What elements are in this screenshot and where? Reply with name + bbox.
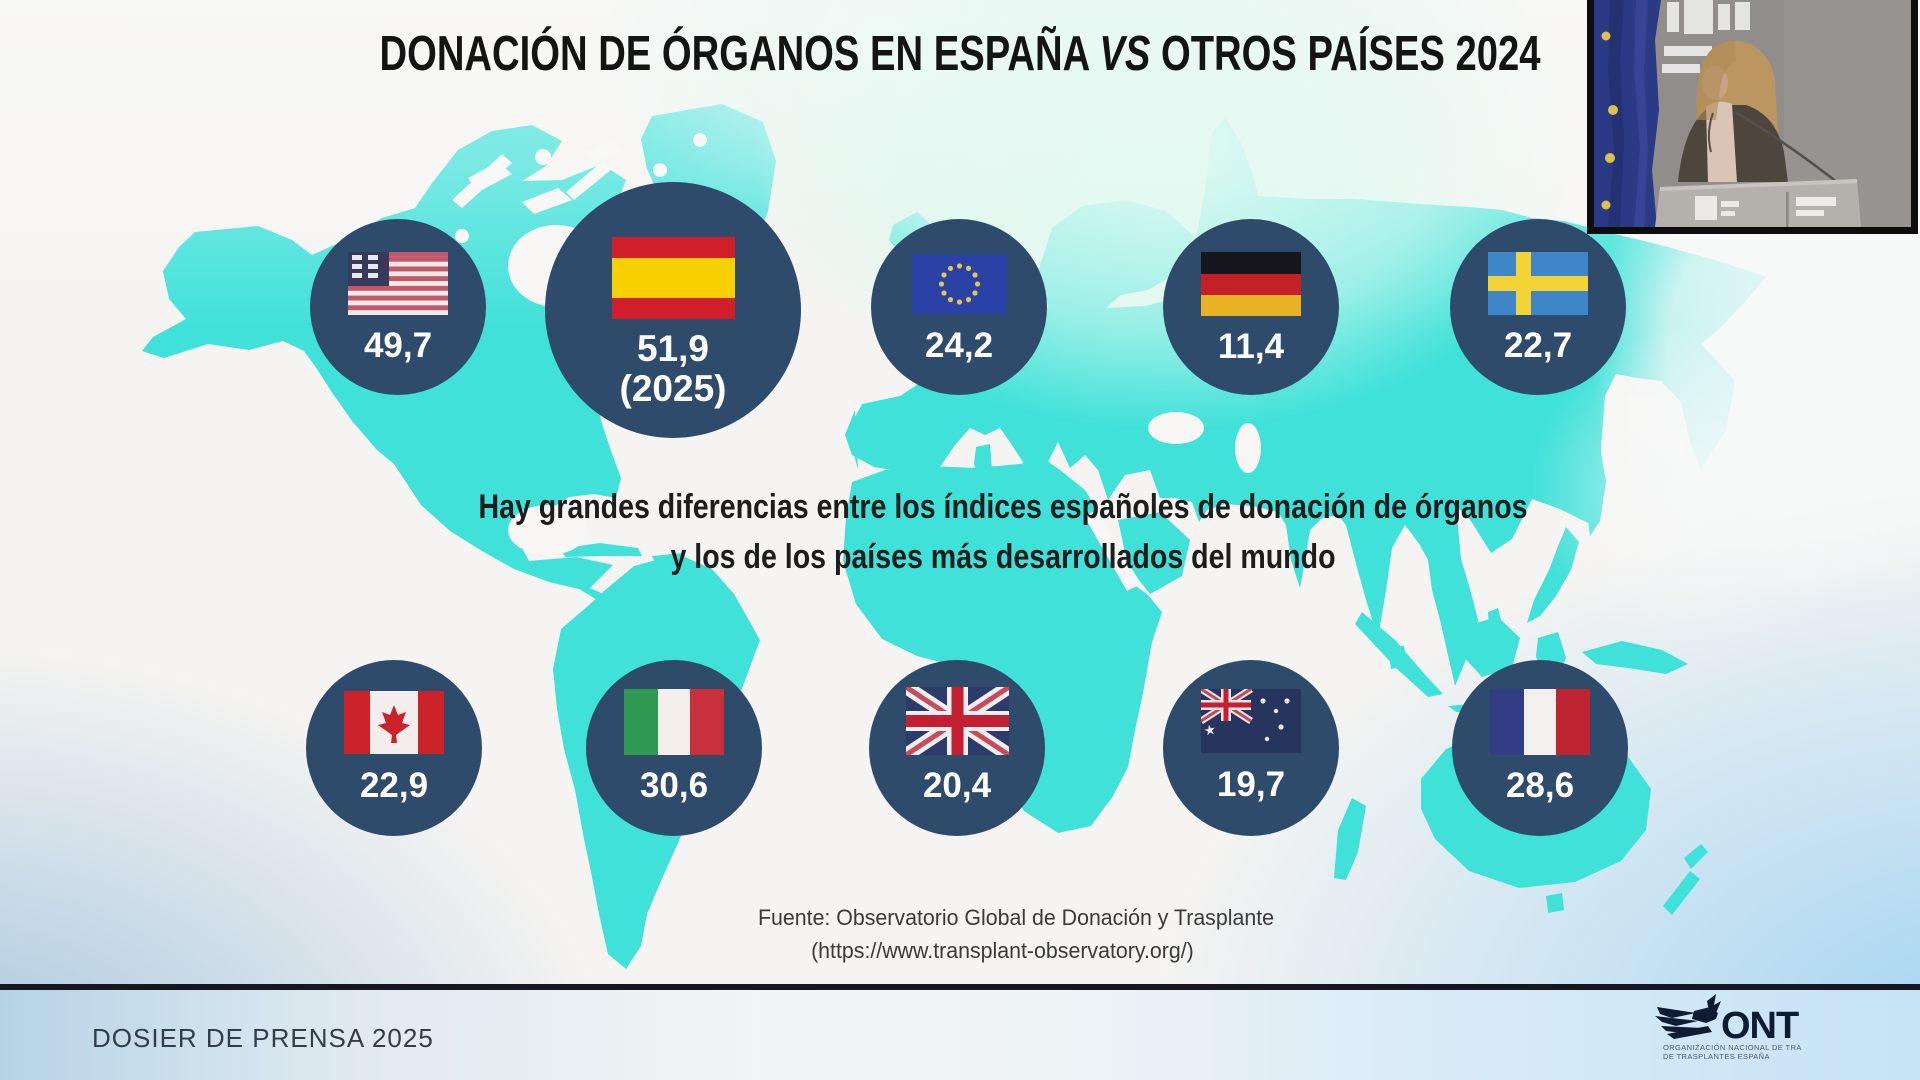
svg-text:ORGANIZACIÓN NACIONAL DE TRA: ORGANIZACIÓN NACIONAL DE TRA — [1663, 1043, 1802, 1052]
svg-text:DE TRASPLANTES ESPAÑA: DE TRASPLANTES ESPAÑA — [1663, 1052, 1770, 1061]
svg-text:ONT: ONT — [1721, 1005, 1799, 1047]
